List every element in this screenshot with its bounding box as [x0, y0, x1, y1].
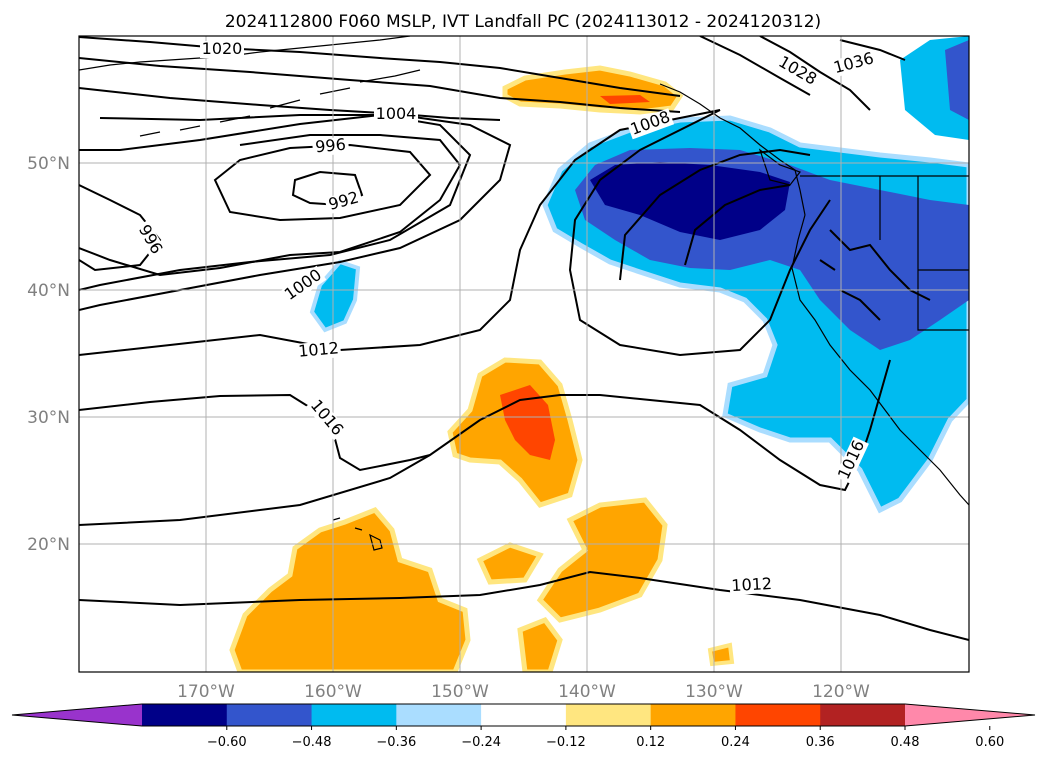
colorbar-segment — [227, 704, 312, 726]
colorbar-tick-label: −0.12 — [546, 735, 586, 750]
colorbar-tick-label: −0.48 — [292, 735, 332, 750]
figure-title: 2024112800 F060 MSLP, IVT Landfall PC (2… — [225, 12, 821, 32]
contour-label: 1004 — [376, 104, 417, 123]
contour-label: 1012 — [731, 574, 773, 595]
lat-label-40n: 40°N — [27, 281, 70, 301]
lon-label-140w: 140°W — [558, 682, 616, 702]
lon-label-130w: 130°W — [685, 682, 743, 702]
colorbar-ticks: −0.60 −0.48 −0.36 −0.24 −0.12 0.12 0.24 … — [207, 735, 1004, 750]
colorbar-segment — [651, 704, 736, 726]
colorbar-segment — [566, 704, 651, 726]
colorbar-extend-low — [12, 704, 142, 726]
colorbar-tick-label: −0.60 — [207, 735, 247, 750]
colorbar-tick-label: 0.60 — [975, 735, 1004, 750]
lat-label-20n: 20°N — [27, 535, 70, 555]
colorbar-segment — [820, 704, 905, 726]
colorbar-extend-high — [905, 704, 1035, 726]
colorbar-tick-label: 0.36 — [806, 735, 835, 750]
colorbar-tick-label: 0.24 — [721, 735, 750, 750]
contour-label: 996 — [314, 135, 346, 157]
colorbar-tick-label: −0.24 — [461, 735, 501, 750]
colorbar-segment — [735, 704, 820, 726]
map-panel: 1020 1004 996 992 996 1000 1012 1016 100… — [79, 36, 969, 672]
colorbar-segment — [481, 704, 566, 726]
colorbar-tick-label: 0.12 — [636, 735, 665, 750]
colorbar: −0.60 −0.48 −0.36 −0.24 −0.12 0.12 0.24 … — [12, 704, 1035, 750]
longitude-labels: 170°W 160°W 150°W 140°W 130°W 120°W — [177, 682, 870, 702]
lat-label-30n: 30°N — [27, 408, 70, 428]
lon-label-120w: 120°W — [812, 682, 870, 702]
lat-label-50n: 50°N — [27, 154, 70, 174]
contour-label: 1020 — [202, 39, 243, 58]
contour-label: 1012 — [297, 338, 339, 360]
colorbar-tick-label: 0.48 — [891, 735, 920, 750]
colorbar-tick-label: −0.36 — [376, 735, 416, 750]
lon-label-150w: 150°W — [431, 682, 489, 702]
latitude-labels: 50°N 40°N 30°N 20°N — [27, 154, 70, 555]
lon-label-170w: 170°W — [177, 682, 235, 702]
colorbar-segment — [312, 704, 397, 726]
lon-label-160w: 160°W — [304, 682, 362, 702]
figure: 2024112800 F060 MSLP, IVT Landfall PC (2… — [0, 0, 1047, 765]
colorbar-segment — [142, 704, 227, 726]
colorbar-segments — [12, 704, 1035, 730]
colorbar-segment — [396, 704, 481, 726]
ivt-area-small-east — [710, 645, 732, 664]
